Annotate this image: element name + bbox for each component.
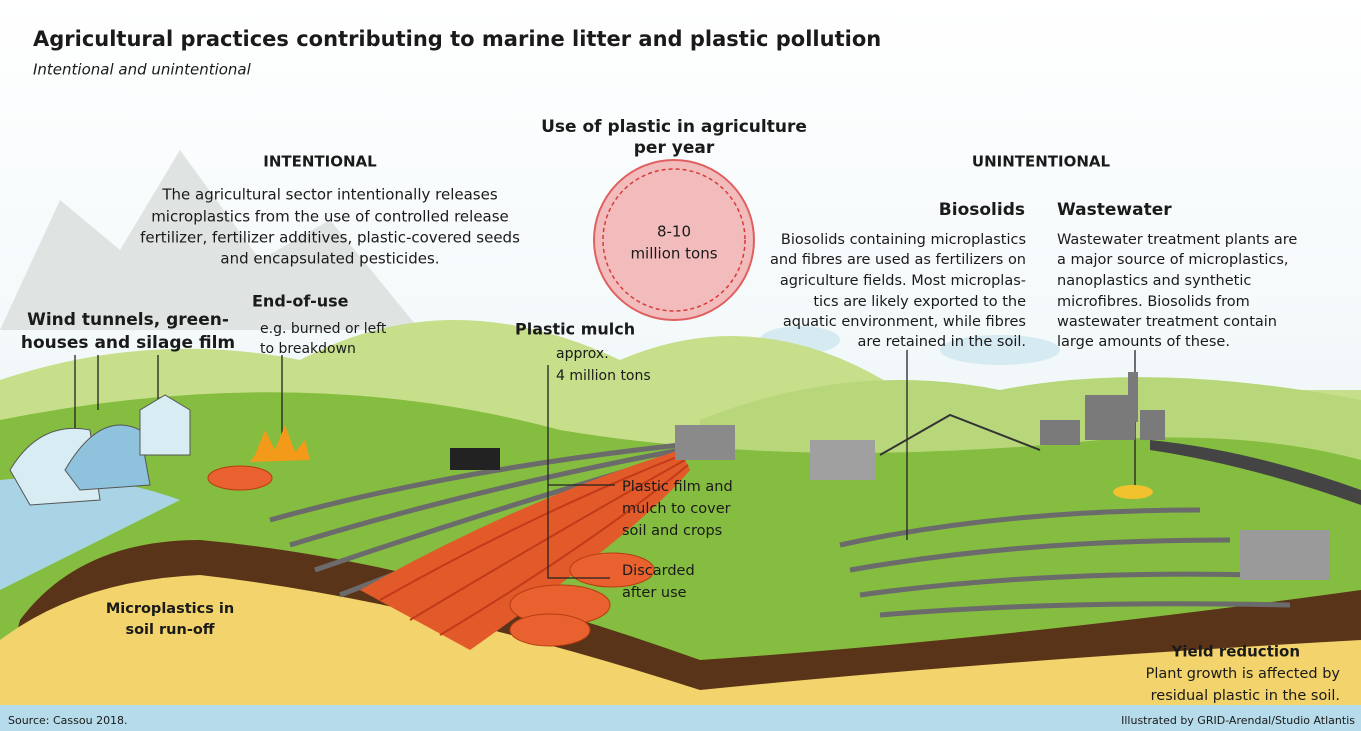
section-heading: INTENTIONAL xyxy=(263,153,377,171)
river xyxy=(0,477,180,590)
label-heading: Yield reduction xyxy=(1171,643,1300,661)
fire xyxy=(250,425,310,462)
body-text: microfibres. Biosolids from xyxy=(1057,294,1250,310)
credit: Illustrated by GRID-Arendal/Studio Atlan… xyxy=(1121,714,1355,727)
tractor xyxy=(450,448,500,470)
label-heading: Plastic mulch xyxy=(515,320,635,339)
barn xyxy=(810,440,875,480)
title: Agricultural practices contributing to m… xyxy=(33,27,881,51)
label-heading: Microplastics in xyxy=(106,601,234,617)
sand xyxy=(0,575,1361,705)
tank xyxy=(1113,485,1153,499)
body-text: approx. xyxy=(556,346,609,362)
body-text: aquatic environment, while fibres xyxy=(783,314,1026,330)
body-text: microplastics from the use of controlled… xyxy=(151,208,509,226)
body-text: and fibres are used as fertilizers on xyxy=(770,252,1026,268)
body-text: mulch to cover xyxy=(622,501,731,517)
body-text: a major source of microplastics, xyxy=(1057,252,1288,268)
label-heading: End-of-use xyxy=(252,292,349,311)
body-text: Plant growth is affected by xyxy=(1146,666,1341,682)
body-text: 4 million tons xyxy=(556,368,651,384)
body-text: to breakdown xyxy=(260,341,356,357)
body-text: tics are likely exported to the xyxy=(813,294,1026,310)
barn xyxy=(675,425,735,460)
body-text: Plastic film and xyxy=(622,479,733,495)
label-heading: houses and silage film xyxy=(21,333,235,353)
body-text: Wastewater treatment plants are xyxy=(1057,232,1297,248)
subtitle: Intentional and unintentional xyxy=(33,61,252,79)
treatment-plant xyxy=(1040,372,1165,445)
circle-text: million tons xyxy=(630,245,717,263)
body-text: large amounts of these. xyxy=(1057,334,1230,350)
body-text: wastewater treatment contain xyxy=(1057,314,1277,330)
center-heading: per year xyxy=(634,138,715,158)
body-text: soil and crops xyxy=(622,523,722,539)
usage-circle-inner xyxy=(602,168,746,312)
body-text: Discarded xyxy=(622,563,695,579)
body-text: are retained in the soil. xyxy=(858,334,1026,350)
section-heading: UNINTENTIONAL xyxy=(972,153,1111,171)
sea xyxy=(0,700,1361,731)
body-text: fertilizer, fertilizer additives, plasti… xyxy=(140,229,520,247)
circle-text: 8-10 xyxy=(657,223,691,241)
body-text: and encapsulated pesticides. xyxy=(220,250,439,268)
label-heading: Biosolids xyxy=(939,200,1025,220)
label-heading: Wind tunnels, green- xyxy=(27,310,229,330)
source: Source: Cassou 2018. xyxy=(8,714,128,727)
mulch-lines xyxy=(379,454,689,636)
body-text: The agricultural sector intentionally re… xyxy=(161,186,497,204)
body-text: after use xyxy=(622,585,687,601)
body-text: residual plastic in the soil. xyxy=(1151,688,1340,704)
mountains xyxy=(0,150,420,330)
road xyxy=(1150,440,1361,505)
label-heading: Wastewater xyxy=(1057,200,1172,220)
greenhouse xyxy=(139,394,191,456)
farmhouse xyxy=(1240,530,1330,580)
body-text: agriculture fields. Most microplas- xyxy=(780,273,1026,289)
body-text: e.g. burned or left xyxy=(260,321,387,337)
body-text: nanoplastics and synthetic xyxy=(1057,273,1251,289)
label-heading: soil run-off xyxy=(125,622,214,638)
irrigation xyxy=(879,413,1041,456)
usage-circle xyxy=(593,159,755,321)
body-text: Biosolids containing microplastics xyxy=(781,232,1026,248)
center-heading: Use of plastic in agriculture xyxy=(541,117,807,137)
